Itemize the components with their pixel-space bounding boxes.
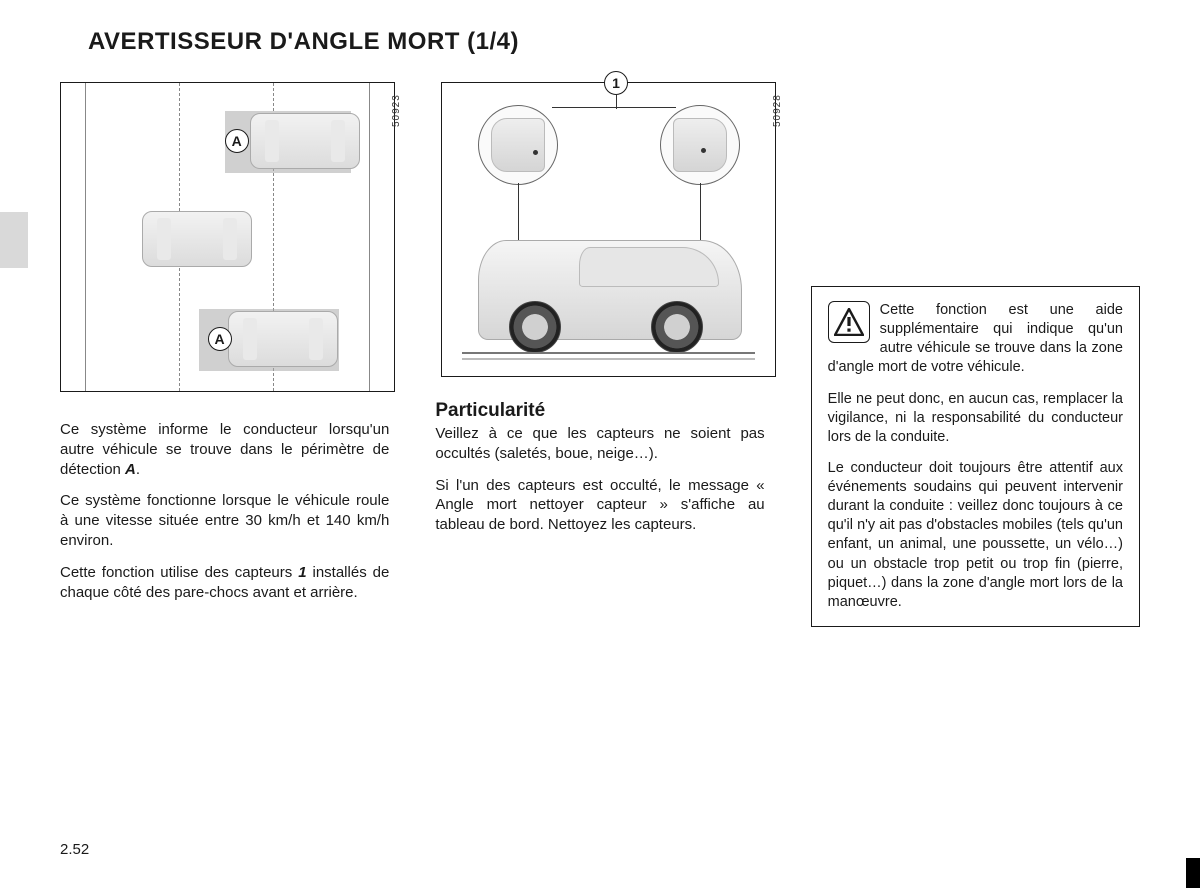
column-3: Cette fonction est une aide supplémentai… xyxy=(811,82,1140,818)
warning-paragraph-2: Elle ne peut donc, en aucun cas, remplac… xyxy=(828,390,1123,447)
page-corner-marker xyxy=(1186,858,1200,888)
col2-paragraph-1: Veillez à ce que les capteurs ne soient … xyxy=(435,424,764,464)
page-number: 2.52 xyxy=(60,841,89,858)
col1-paragraph-2: Ce système fonctionne lorsque le véhicul… xyxy=(60,491,389,550)
warning-box: Cette fonction est une aide supplémentai… xyxy=(811,286,1140,627)
col2-paragraph-2: Si l'un des capteurs est occulté, le mes… xyxy=(435,476,764,535)
warning-icon xyxy=(828,301,870,343)
manual-page: AVERTISSEUR D'ANGLE MORT (1/4) 50923 A A… xyxy=(0,0,1200,888)
columns: Ce système informe le conducteur lorsqu'… xyxy=(60,82,1140,818)
warning-paragraph-3: Le conducteur doit toujours être attenti… xyxy=(828,459,1123,612)
col1-paragraph-1: Ce système informe le conducteur lorsqu'… xyxy=(60,420,389,479)
warning-paragraph-1: Cette fonction est une aide supplémentai… xyxy=(828,301,1123,378)
col1-paragraph-3: Cette fonction utilise des capteurs 1 in… xyxy=(60,563,389,603)
column-1: Ce système informe le conducteur lorsqu'… xyxy=(60,82,389,818)
section-tab xyxy=(0,212,28,268)
page-title: AVERTISSEUR D'ANGLE MORT (1/4) xyxy=(88,28,519,56)
column-2: Particularité Veillez à ce que les capte… xyxy=(435,82,764,818)
subheading-particularite: Particularité xyxy=(435,400,764,422)
